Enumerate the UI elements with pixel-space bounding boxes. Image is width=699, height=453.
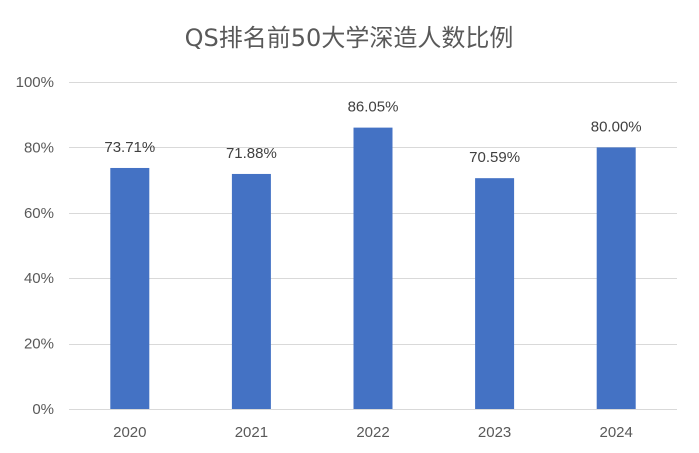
data-label-2021: 71.88% [226, 145, 277, 162]
y-tick-label: 20% [24, 336, 54, 353]
y-tick-label: 40% [24, 270, 54, 287]
x-tick-label-2022: 2022 [356, 424, 389, 441]
data-label-2023: 70.59% [469, 149, 520, 166]
y-tick-label: 100% [16, 74, 54, 91]
y-tick-label: 80% [24, 139, 54, 156]
bar-2022 [353, 127, 393, 409]
bar-2021 [231, 173, 271, 409]
bar-2020 [110, 167, 150, 409]
data-labels: 73.71% 71.88% 86.05% 70.59% 80.00% [104, 99, 641, 167]
x-axis-ticks: 2020 2021 2022 2023 2024 [113, 424, 633, 441]
x-tick-label-2020: 2020 [113, 424, 146, 441]
data-label-2020: 73.71% [104, 139, 155, 156]
chart-title: QS排名前50大学深造人数比例 [185, 24, 514, 52]
x-tick-label-2021: 2021 [235, 424, 268, 441]
bar-2023 [475, 178, 515, 409]
bars [110, 127, 636, 409]
x-tick-label-2023: 2023 [478, 424, 511, 441]
data-label-2024: 80.00% [591, 118, 642, 135]
y-axis-ticks: 0% 20% 40% 60% 80% 100% [16, 74, 54, 418]
y-tick-label: 0% [32, 401, 54, 418]
data-label-2022: 86.05% [348, 99, 399, 116]
y-tick-label: 60% [24, 205, 54, 222]
x-tick-label-2024: 2024 [600, 424, 633, 441]
bar-2024 [596, 147, 636, 409]
